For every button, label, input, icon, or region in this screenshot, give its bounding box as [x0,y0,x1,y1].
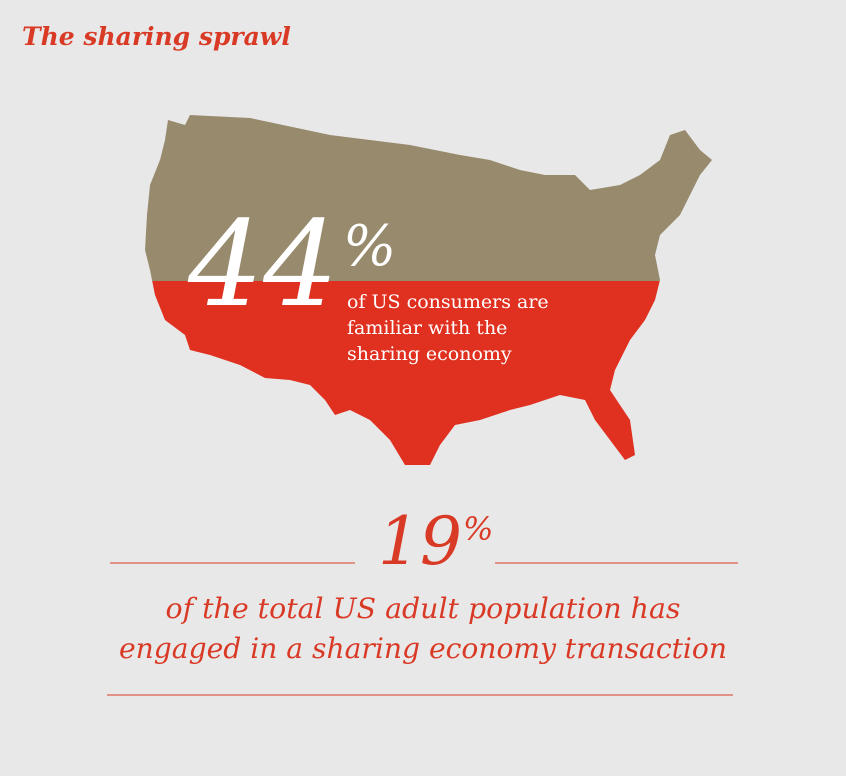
stat-description: engaged in a sharing economy transaction [119,632,727,665]
stat-unit: % [343,214,396,279]
stat-description: of US consumers are [347,291,549,313]
stat-number: 44 [187,195,338,333]
stat-number: 19 [378,503,462,580]
stat-unit: % [463,510,493,548]
stat-description: of the total US adult population has [166,592,681,625]
title: The sharing sprawl [22,22,291,51]
stat-description: sharing economy [347,343,512,365]
stat-description: familiar with the [347,317,507,339]
